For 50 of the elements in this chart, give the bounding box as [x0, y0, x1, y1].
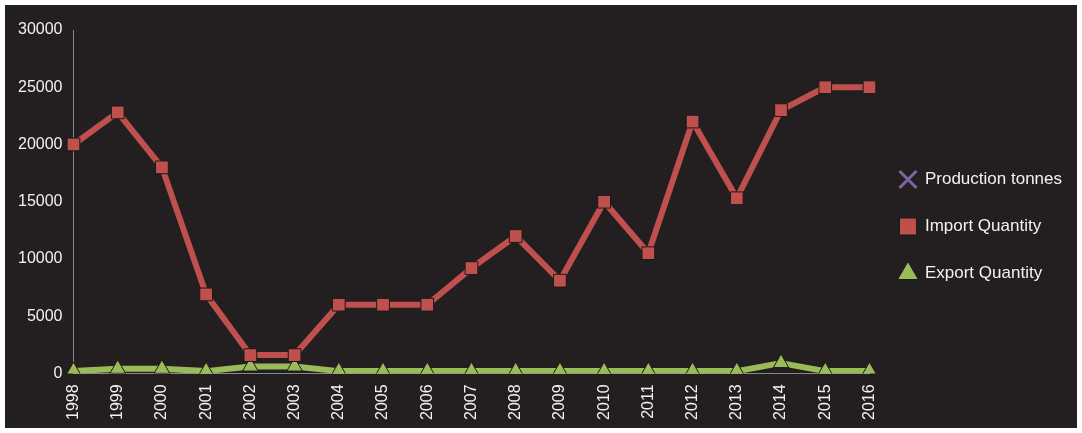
point — [729, 191, 744, 206]
point — [331, 297, 346, 312]
x-tick-label: 1998 — [63, 384, 81, 420]
x-tick-label: 2009 — [550, 384, 568, 420]
legend-label: Production tonnes — [924, 169, 1063, 189]
x-tick-label: 2011 — [638, 384, 656, 419]
x-tick-label: 2012 — [682, 384, 700, 420]
point — [65, 361, 82, 374]
point — [641, 246, 656, 261]
point — [597, 194, 611, 209]
x-tick-label: 2002 — [240, 384, 258, 420]
point — [685, 114, 700, 129]
point — [818, 80, 833, 95]
y-tick-label: 0 — [53, 363, 63, 381]
y-tick-label: 15000 — [17, 192, 63, 210]
y-tick-label: 30000 — [17, 20, 63, 38]
x-tick-label: 2015 — [815, 384, 833, 420]
y-tick-label: 10000 — [17, 249, 63, 267]
y-tick-label: 20000 — [17, 134, 63, 152]
point — [420, 297, 435, 312]
x-tick-label: 2007 — [461, 384, 479, 420]
x-tick-label: 1999 — [108, 384, 126, 420]
legend-label: Export Quantity — [924, 263, 1043, 283]
x-tick-label: 2008 — [506, 384, 524, 420]
y-tick-label: 25000 — [17, 77, 63, 95]
point — [774, 103, 788, 117]
point — [508, 229, 523, 243]
point — [109, 359, 127, 374]
point — [66, 137, 81, 152]
point — [553, 273, 567, 288]
x-tick-label: 2003 — [285, 384, 302, 420]
point — [110, 105, 125, 120]
x-tick-label: 2001 — [196, 384, 214, 420]
legend-label: Import Quantity — [924, 216, 1042, 236]
point — [772, 353, 790, 369]
x-tick-label: 2000 — [152, 384, 170, 420]
point — [153, 359, 171, 374]
x-tick-label: 2005 — [373, 384, 391, 420]
y-tick-label: 5000 — [26, 306, 63, 324]
point — [464, 261, 479, 275]
x-tick-label: 2010 — [594, 384, 612, 420]
point — [199, 287, 214, 302]
x-tick-label: 2016 — [859, 384, 877, 420]
x-tick-label: 2004 — [329, 384, 347, 420]
x-tick-label: 2013 — [727, 384, 745, 420]
x-tick-label: 2014 — [771, 384, 789, 420]
x-tick-label: 2006 — [417, 384, 435, 420]
point — [862, 80, 877, 95]
point — [155, 160, 169, 175]
point — [376, 297, 390, 312]
